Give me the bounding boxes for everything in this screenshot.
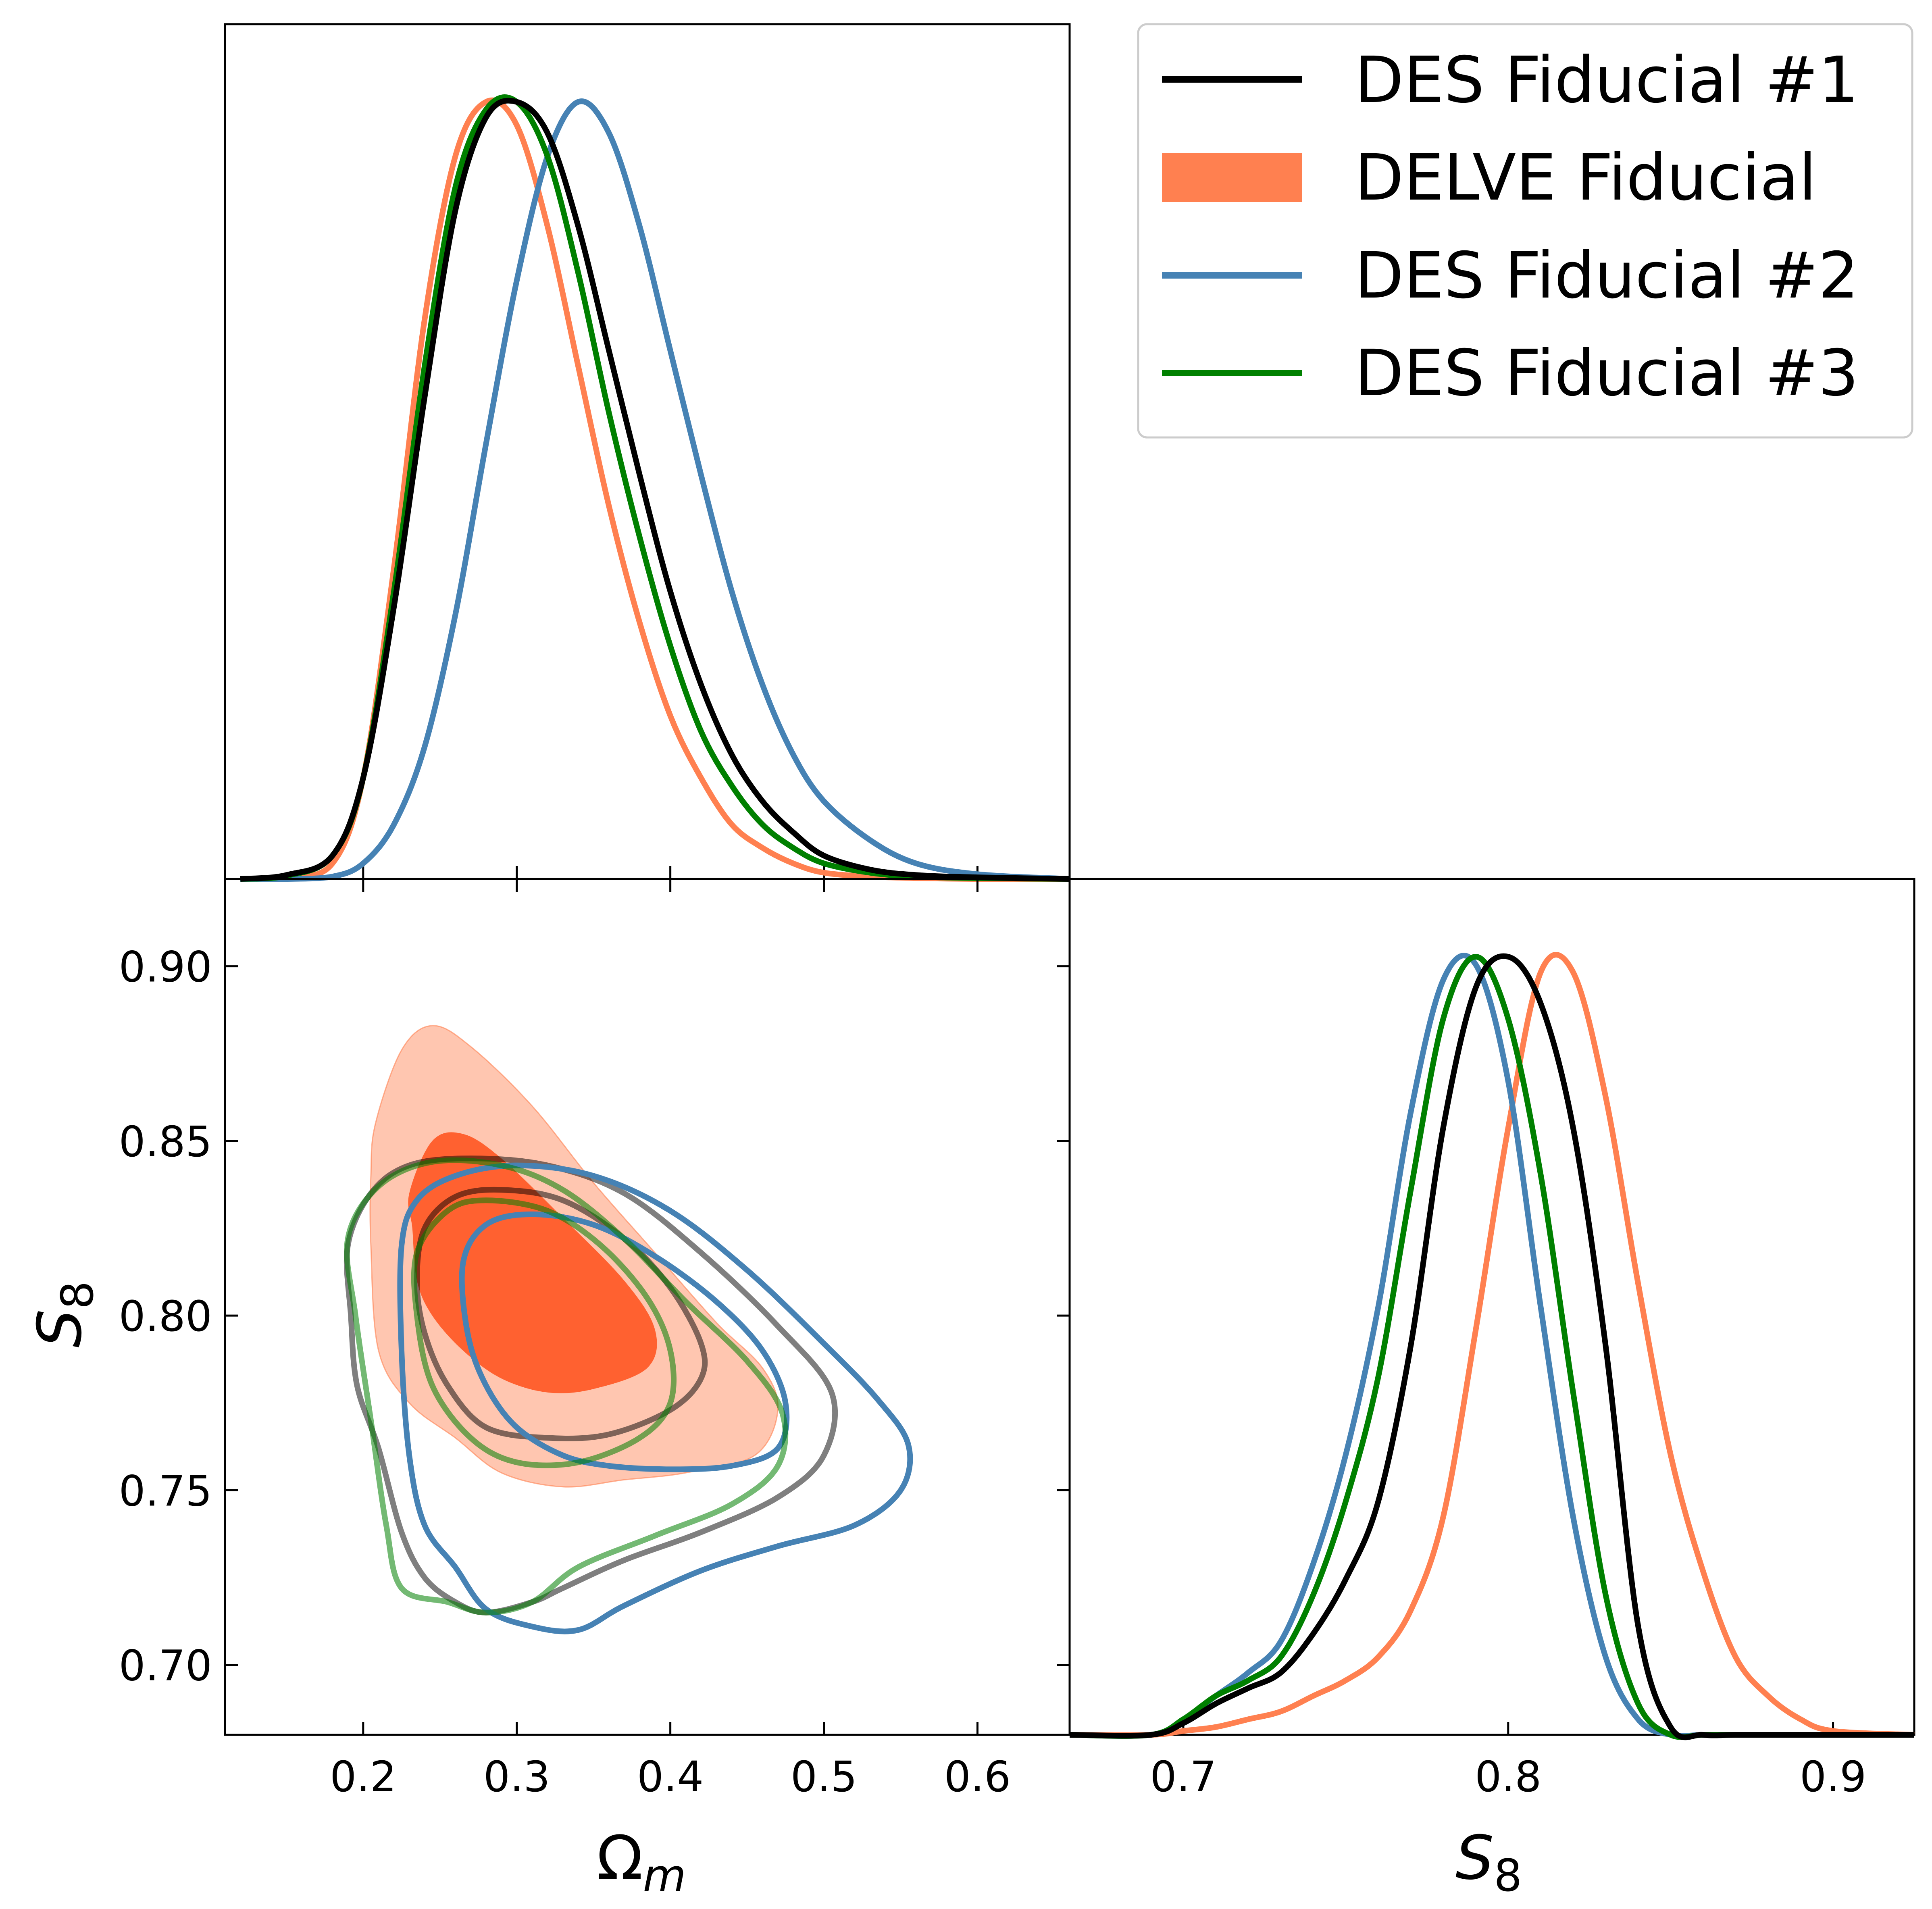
bl-ytick-label-0.85: 0.85 — [119, 1117, 212, 1166]
legend-label-delve-fiducial: DELVE Fiducial — [1355, 141, 1817, 215]
legend-frame — [1137, 23, 1913, 439]
bl-xtick-label-0.5: 0.5 — [791, 1752, 857, 1801]
contour-des-fiducial-3-95 — [344, 1157, 789, 1615]
panel-bottom-right: 0.7 0.8 0.9 S8 — [1068, 878, 1915, 1901]
curve-des-fiducial-1 — [1069, 953, 1914, 1740]
legend-label-des-fiducial-3: DES Fiducial #3 — [1355, 336, 1859, 410]
br-xtick-label-0.9: 0.9 — [1800, 1752, 1866, 1801]
bl-xtick-label-0.2: 0.2 — [330, 1752, 396, 1801]
curve-des-fiducial-1 — [240, 98, 1070, 882]
bl-ytick-label-0.9: 0.90 — [119, 943, 212, 992]
curve-des-fiducial-2 — [240, 98, 1070, 882]
contour-delve-fiducial-68 — [408, 1132, 657, 1393]
contour-des-fiducial-1-95 — [344, 1155, 838, 1615]
contour-des-fiducial-2-68 — [459, 1211, 790, 1472]
bl-ytick-label-0.8: 0.80 — [119, 1292, 212, 1341]
panel-top-left — [224, 23, 1071, 882]
curve-des-fiducial-2 — [1069, 953, 1914, 1739]
contour-des-fiducial-1-68 — [414, 1187, 708, 1442]
panel-bottom-right-curves — [1069, 952, 1915, 1740]
bl-ytick-label-0.75: 0.75 — [119, 1466, 212, 1516]
contour-des-fiducial-2-95 — [397, 1162, 913, 1634]
panel-bottom-left: 0.2 0.3 0.4 0.5 0.6 0.70 0.75 0.80 0.85 0.90 Ωm S… — [25, 878, 1071, 1901]
legend-swatch-delve-fiducial — [1162, 153, 1302, 202]
legend: DES Fiducial #1 DELVE Fiducial DES Fiduc… — [1137, 23, 1913, 439]
panel-bottom-right-frame — [1068, 878, 1915, 1736]
panel-bottom-left-contours — [344, 1025, 913, 1634]
panel-top-left-frame — [224, 23, 1071, 880]
curve-des-fiducial-3 — [1069, 954, 1914, 1740]
x-axis-label-omega-m: Ωm — [597, 1823, 686, 1901]
bl-xtick-label-0.3: 0.3 — [483, 1752, 550, 1801]
br-xtick-label-0.8: 0.8 — [1475, 1752, 1541, 1801]
bl-xtick-label-0.6: 0.6 — [944, 1752, 1011, 1801]
legend-label-des-fiducial-1: DES Fiducial #1 — [1355, 43, 1859, 117]
panel-top-left-curves — [240, 94, 1070, 882]
x-axis-label-s8: S8 — [1455, 1823, 1522, 1901]
panel-bottom-right-ticks: 0.7 0.8 0.9 — [1150, 1722, 1866, 1801]
y-axis-label-s8: S8 — [25, 1281, 103, 1347]
bl-ytick-label-0.7: 0.70 — [119, 1641, 212, 1690]
bl-xtick-label-0.4: 0.4 — [637, 1752, 704, 1801]
contour-des-fiducial-3-68 — [411, 1197, 677, 1468]
legend-label-des-fiducial-2: DES Fiducial #2 — [1355, 239, 1859, 313]
br-xtick-label-0.7: 0.7 — [1150, 1752, 1216, 1801]
panel-bottom-left-ticks: 0.2 0.3 0.4 0.5 0.6 0.70 0.75 0.80 0.85 0.90 — [119, 879, 1070, 1801]
curve-delve-fiducial — [1069, 952, 1915, 1738]
